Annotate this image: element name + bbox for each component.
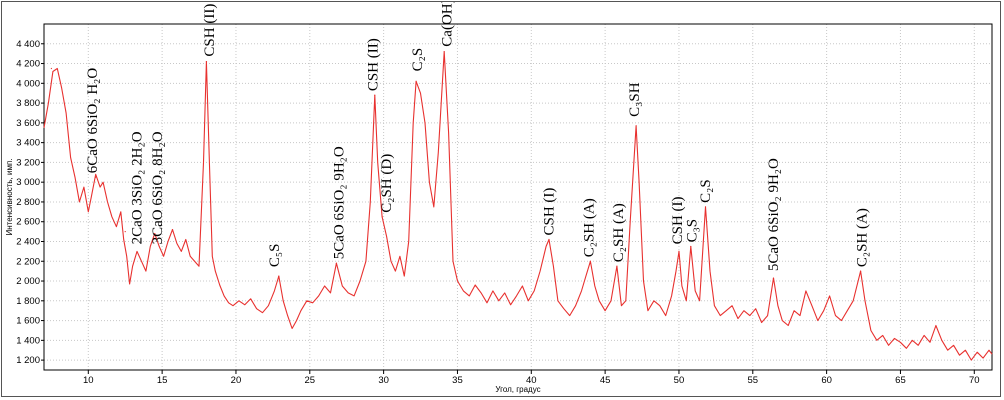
peak-label: 5CaO 6SiO₂ 9H₂O [332, 146, 348, 259]
x-tick-label: 20 [231, 375, 242, 386]
y-tick-label: 4 000 [16, 78, 40, 89]
y-tick-label: 2 200 [16, 256, 40, 267]
x-tick-label: 10 [83, 375, 94, 386]
x-tick-label: 50 [674, 375, 685, 386]
x-tick-label: 60 [821, 375, 832, 386]
y-tick-label: 3 200 [16, 157, 40, 168]
peak-point [381, 216, 383, 218]
y-tick-labels: 1 200 1 400 1 600 1 800 2 000 2 200 2 400 2 600… [16, 39, 40, 366]
peak-label: C₃S [685, 219, 701, 243]
peak-point [635, 125, 637, 127]
x-tick-label: 35 [452, 375, 463, 386]
peak-label: C₅S [267, 244, 283, 268]
x-tick-label: 65 [895, 375, 906, 386]
y-tick-label: 4 400 [16, 39, 40, 50]
peak-point [690, 245, 692, 248]
peak-point [124, 231, 126, 233]
y-tick-label: 2 600 [16, 217, 40, 228]
peak-point [704, 206, 707, 208]
peak-label: C₃SH [627, 82, 643, 117]
peak-point [859, 270, 862, 272]
x-tick-labels: 10 15 20 25 30 35 40 45 50 55 60 65 70 [83, 375, 980, 386]
peak-label: 6CaO 6SiO₂ H₂O [85, 68, 101, 174]
x-tick-label: 45 [600, 375, 611, 386]
plot-border [43, 23, 993, 371]
peak-point [616, 265, 618, 267]
peak-point [95, 176, 97, 178]
peak-label: C₂SH (D) [379, 154, 395, 213]
peak-point [50, 67, 52, 70]
y-tick-label: 1 600 [16, 316, 40, 327]
y-tick-label: 2 400 [16, 236, 40, 247]
y-tick-label: 2 800 [16, 197, 40, 208]
peak-point [548, 238, 550, 241]
peak-label: CSH (I) [541, 188, 557, 236]
y-tick-label: 2 000 [16, 276, 40, 287]
y-tick-label: 1 400 [16, 335, 40, 346]
x-tick-label: 40 [526, 375, 537, 386]
x-tick-label: 15 [157, 375, 168, 386]
peak-label: CSH (I) [670, 196, 686, 244]
y-tick-label: 3 000 [16, 177, 40, 188]
peak-point [374, 94, 376, 96]
peak-point [205, 60, 208, 63]
x-tick-label: 30 [378, 375, 389, 386]
peak-label: Ca(OH)₂ [440, 2, 456, 47]
peak-point [278, 275, 280, 277]
series-group [43, 51, 993, 361]
x-tick-label: 70 [969, 375, 980, 386]
grid [44, 24, 992, 370]
peak-label: C₂SH (A) [611, 203, 627, 262]
peak-point [154, 232, 156, 235]
peak-point [171, 229, 174, 231]
peak-label: 2CaO 3SiO₂ 2H₂O [129, 131, 145, 244]
peak-label: C₂SH (A) [581, 198, 597, 257]
y-tick-label: 1 800 [16, 296, 40, 307]
x-axis-label: Угол, градус [495, 385, 540, 394]
y-tick-label: 3 600 [16, 118, 40, 129]
peak-point [678, 250, 680, 252]
peak-label: 5CaO 6SiO₂ 9H₂O [766, 158, 782, 271]
y-tick-label: 1 200 [16, 355, 40, 366]
peak-label: C₂S [698, 179, 714, 203]
x-tick-label: 55 [747, 375, 758, 386]
y-tick-label: 3 400 [16, 138, 40, 149]
peak-point [335, 262, 337, 264]
peak-label: C₂S [410, 48, 426, 72]
peak-label: CSH (II) [202, 4, 218, 57]
peak-label: 3CaO 6SiO₂ 8H₂O [150, 131, 166, 244]
peak-label: C₂SH (A) [854, 208, 870, 267]
peak-point [443, 51, 445, 53]
axes [41, 23, 993, 374]
x-tick-label: 25 [305, 375, 316, 386]
y-tick-label: 3 800 [16, 98, 40, 109]
y-axis-label: Интенсивность, имп. [5, 159, 14, 236]
y-tick-label: 4 200 [16, 59, 40, 70]
series-line-0 [43, 51, 993, 361]
peak-point [589, 260, 591, 262]
peak-annotations: 6CaO 6SiO₂ H₂O 2CaO 3SiO₂ 2H₂O 3CaO 6SiO₂ … [85, 2, 870, 271]
peak-label: CSH (II) [366, 38, 382, 91]
peak-point [772, 277, 775, 279]
peak-point [415, 80, 417, 82]
